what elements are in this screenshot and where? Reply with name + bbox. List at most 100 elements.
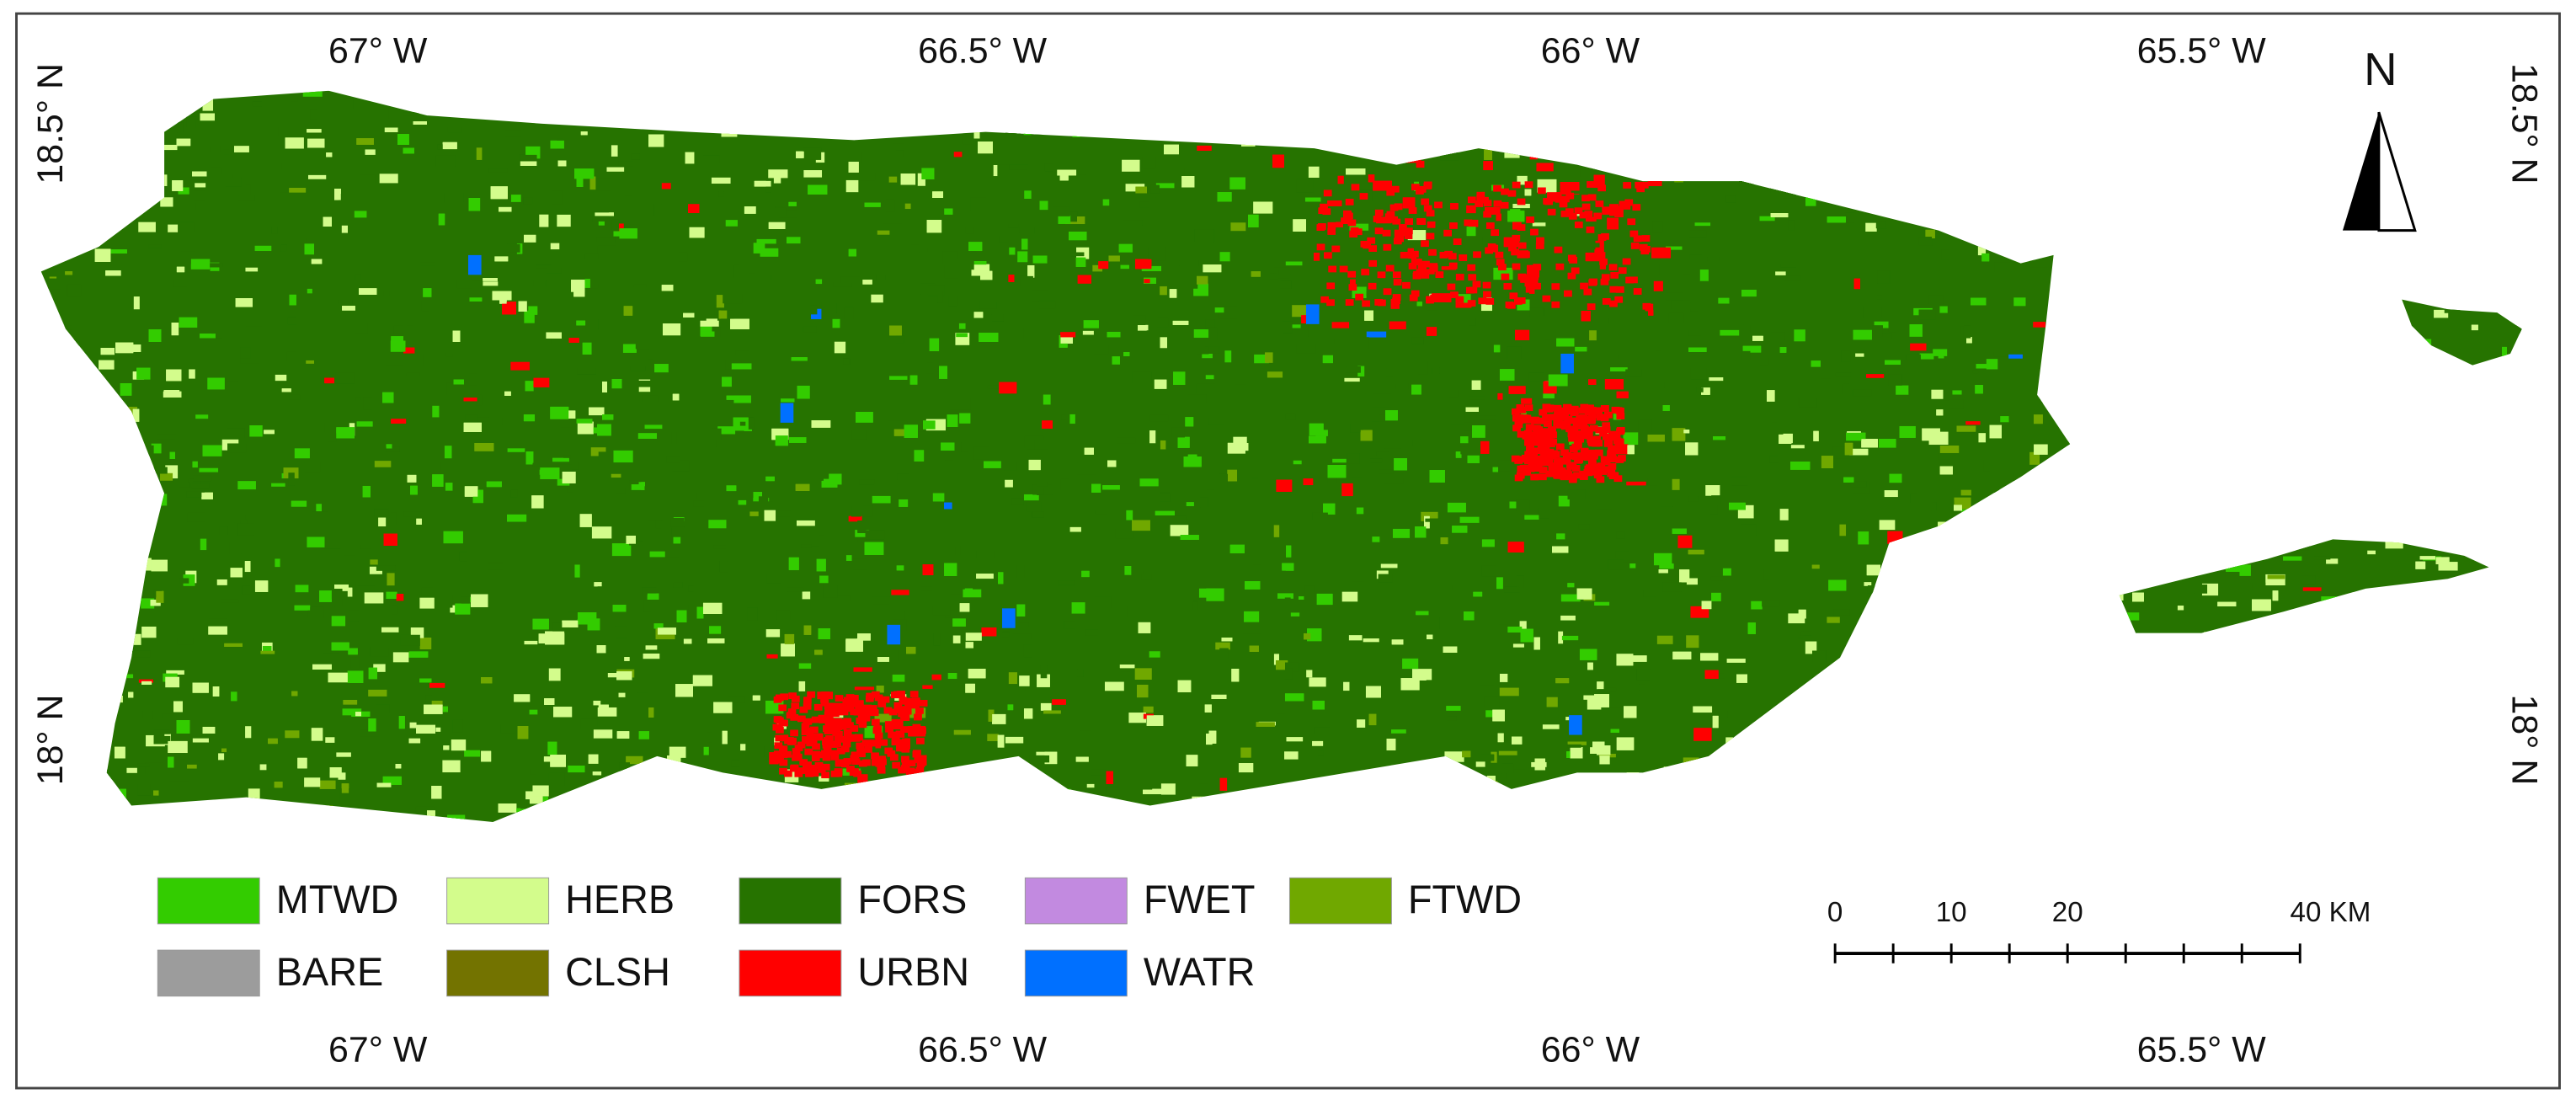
land-patch — [383, 291, 390, 296]
land-patch — [529, 709, 538, 715]
land-patch — [1306, 670, 1313, 678]
land-patch — [1629, 563, 1636, 569]
land-patch — [331, 616, 346, 627]
land-patch — [749, 273, 755, 286]
land-patch — [519, 296, 531, 304]
land-patch — [904, 203, 911, 210]
land-patch — [1683, 274, 1691, 286]
land-patch — [1499, 369, 1515, 381]
land-patch — [1005, 736, 1024, 744]
land-patch — [178, 187, 189, 195]
land-patch — [1082, 330, 1094, 335]
land-patch — [798, 681, 806, 691]
land-patch — [1230, 222, 1246, 232]
land-patch — [128, 406, 138, 419]
land-patch — [1694, 222, 1711, 227]
land-patch — [423, 354, 440, 366]
land-patch — [1025, 366, 1040, 370]
land-patch — [888, 420, 908, 428]
land-patch — [199, 467, 219, 472]
land-patch — [1198, 783, 1208, 793]
land-patch — [133, 296, 140, 310]
land-patch — [306, 238, 313, 243]
land-patch — [1459, 516, 1480, 523]
land-patch — [700, 320, 719, 327]
land-patch — [1117, 437, 1136, 444]
land-patch — [1126, 510, 1133, 520]
land-patch — [1656, 635, 1673, 644]
land-patch — [1086, 783, 1095, 788]
land-patch — [1092, 264, 1103, 272]
land-patch — [1938, 453, 1950, 460]
land-patch — [1060, 478, 1069, 491]
land-patch — [1036, 751, 1048, 760]
land-patch — [951, 581, 965, 595]
land-patch — [245, 184, 251, 196]
land-patch — [1211, 694, 1227, 700]
land-patch — [1083, 320, 1099, 328]
land-patch — [944, 264, 959, 279]
land-patch — [1517, 175, 1528, 185]
land-patch — [187, 512, 205, 522]
land-patch — [360, 544, 371, 549]
land-patch — [476, 147, 483, 160]
land-patch — [857, 538, 865, 543]
land-patch — [1215, 642, 1230, 650]
land-patch — [1206, 489, 1215, 501]
land-patch — [1243, 622, 1261, 634]
land-patch — [669, 746, 686, 758]
land-patch — [1983, 459, 1991, 472]
land-patch — [1115, 528, 1134, 539]
land-patch — [917, 173, 925, 186]
land-patch — [1308, 166, 1320, 179]
land-patch — [1372, 536, 1380, 542]
land-patch — [1543, 393, 1555, 399]
land-patch — [343, 699, 358, 705]
land-patch — [548, 668, 561, 681]
land-patch — [955, 546, 961, 556]
land-patch — [442, 760, 461, 773]
land-patch — [1671, 300, 1691, 309]
land-patch — [1363, 638, 1379, 643]
land-patch — [1638, 419, 1652, 433]
land-patch — [1498, 750, 1517, 755]
land-patch — [872, 495, 891, 504]
land-patch — [1686, 635, 1699, 649]
land-patch — [557, 214, 571, 227]
land-patch — [1384, 478, 1404, 484]
land-patch — [1290, 612, 1300, 617]
land-patch — [796, 520, 815, 526]
land-patch — [654, 364, 669, 373]
land-patch — [525, 381, 534, 392]
land-patch — [589, 407, 605, 416]
land-patch — [735, 350, 749, 355]
land-patch — [2033, 322, 2046, 328]
land-patch — [470, 417, 489, 422]
land-patch — [591, 526, 612, 539]
land-patch — [803, 170, 823, 178]
land-patch — [1532, 222, 1546, 227]
land-patch — [2000, 416, 2009, 423]
land-patch — [1352, 571, 1365, 582]
land-patch — [1677, 535, 1693, 548]
land-patch — [767, 494, 773, 502]
land-patch — [510, 361, 530, 371]
land-patch — [195, 414, 209, 419]
land-patch — [1722, 568, 1731, 576]
land-patch — [1507, 626, 1523, 633]
land-patch — [1206, 588, 1224, 601]
land-patch — [2252, 582, 2266, 591]
land-patch — [1833, 609, 1850, 616]
land-patch — [1564, 611, 1576, 620]
land-patch — [307, 422, 325, 433]
land-patch — [1599, 755, 1610, 765]
land-patch — [643, 653, 660, 659]
land-patch — [647, 359, 653, 371]
land-patch — [138, 679, 154, 683]
land-patch — [855, 530, 870, 537]
land-patch — [1685, 442, 1699, 456]
land-patch — [294, 448, 310, 459]
land-patch — [141, 626, 157, 638]
land-patch — [1602, 206, 1618, 215]
